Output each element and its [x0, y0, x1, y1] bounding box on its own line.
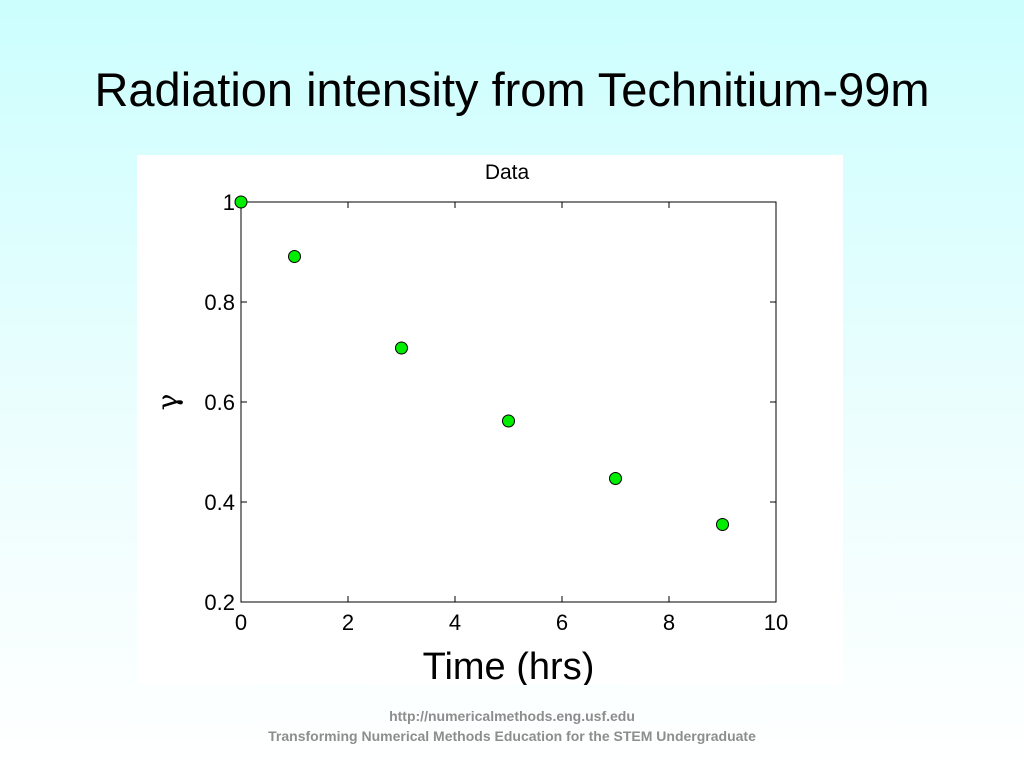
chart-figure: Data 0 2 4 6 8 10 0.2 0.4 0.6 0.8 1 Time (hrs) γ [137, 155, 843, 685]
data-points [234, 195, 729, 531]
footer-url: http://numericalmethods.eng.usf.edu [389, 708, 635, 724]
data-point [502, 414, 515, 428]
scatter-chart: Data 0 2 4 6 8 10 0.2 0.4 0.6 0.8 1 Time (hrs) γ [151, 161, 788, 685]
y-tick-label: 0.6 [204, 390, 235, 415]
x-tick-label: 2 [342, 610, 354, 635]
x-tick-label: 10 [764, 610, 788, 635]
data-point [716, 518, 729, 531]
y-tick-label: 1 [223, 190, 235, 215]
chart-title: Data [485, 161, 530, 184]
y-axis-label: γ [151, 394, 184, 411]
y-tick-label: 0.8 [204, 290, 235, 315]
x-tick-label: 4 [449, 610, 461, 635]
data-point [609, 472, 622, 485]
x-tick-label: 8 [663, 610, 675, 635]
data-point [395, 341, 408, 355]
y-tick-label: 0.2 [204, 590, 235, 615]
y-tick-label: 0.4 [204, 490, 235, 515]
plot-area [240, 201, 777, 603]
axis-ticks: 0 2 4 6 8 10 0.2 0.4 0.6 0.8 1 [204, 190, 788, 635]
slide-title: Radiation intensity from Technitium-99m [94, 63, 930, 116]
x-tick-label: 0 [235, 610, 247, 635]
footer-tagline: Transforming Numerical Methods Education… [268, 728, 756, 744]
x-tick-label: 6 [556, 610, 568, 635]
data-point [288, 250, 301, 263]
x-axis-label: Time (hrs) [423, 646, 595, 685]
data-point [234, 195, 248, 209]
